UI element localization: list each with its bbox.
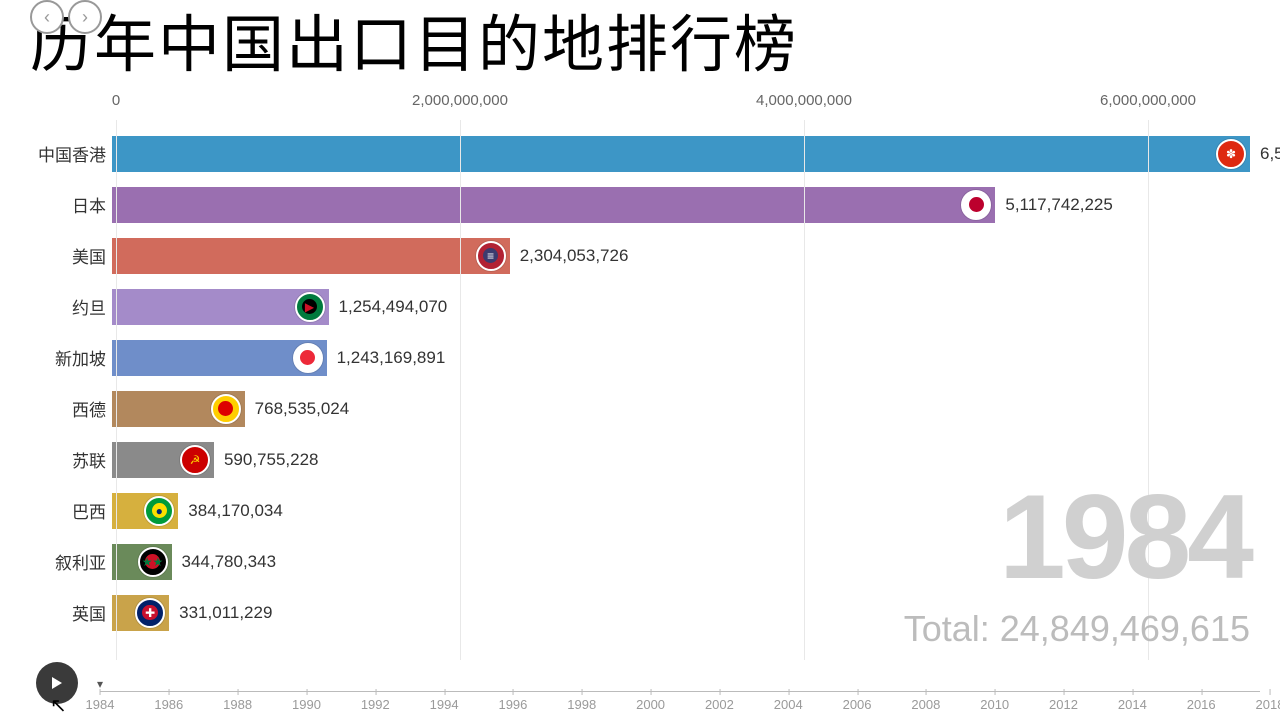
gridline xyxy=(460,120,461,660)
flag-icon: ✚ xyxy=(135,598,165,628)
bar: ≡2,304,053,726 xyxy=(112,238,510,274)
timeline-axis[interactable] xyxy=(100,691,1260,692)
bar-label: 英国 xyxy=(0,600,112,625)
nav-forward-button[interactable]: › xyxy=(68,0,102,34)
timeline-cursor[interactable]: ▾ xyxy=(97,677,103,691)
timeline-tick[interactable]: 1996 xyxy=(498,697,527,712)
bar-value: 384,170,034 xyxy=(188,501,283,521)
timeline-tick[interactable]: 2008 xyxy=(911,697,940,712)
timeline-tick[interactable]: 2018 xyxy=(1256,697,1280,712)
bar-row: 美国 ≡ 2,304,053,726 xyxy=(0,230,1250,281)
chart-title: 历年中国出口目的地排行榜 xyxy=(30,0,798,84)
flag-icon: ▶ xyxy=(295,292,325,322)
bar-row: 约旦 ▶ 1,254,494,070 xyxy=(0,281,1250,332)
year-watermark: 1984 xyxy=(999,468,1250,606)
bar-label: 叙利亚 xyxy=(0,549,112,574)
gridline xyxy=(804,120,805,660)
x-tick: 0 xyxy=(112,92,120,109)
bar-track: ✽6,592,892,398 xyxy=(112,136,1250,172)
timeline: ↖ 1984 1986 1988 1990 1992 1994 1996 1998 2000 20… xyxy=(0,664,1270,718)
bar-track: ≡ 2,304,053,726 xyxy=(112,238,1250,274)
bar-label: 美国 xyxy=(0,243,112,268)
bar-value: 1,243,169,891 xyxy=(337,348,446,368)
x-tick: 4,000,000,000 xyxy=(756,92,852,109)
bar: ▶1,254,494,070 xyxy=(112,289,329,325)
x-tick: 6,000,000,000 xyxy=(1100,92,1196,109)
bar: ★★344,780,343 xyxy=(112,544,172,580)
bar-track: 1,243,169,891 xyxy=(112,340,1250,376)
bar-value: 6,592,892,398 xyxy=(1260,144,1280,164)
bar: ●384,170,034 xyxy=(112,493,178,529)
bar-value: 331,011,229 xyxy=(179,603,272,623)
bar: ✚331,011,229 xyxy=(112,595,169,631)
timeline-tick[interactable]: 1988 xyxy=(223,697,252,712)
timeline-tick[interactable]: 1994 xyxy=(430,697,459,712)
bar: 1,243,169,891 xyxy=(112,340,327,376)
timeline-tick[interactable]: 2002 xyxy=(705,697,734,712)
bar-label: 中国香港 xyxy=(0,141,112,166)
bar-track: 768,535,024 xyxy=(112,391,1250,427)
timeline-tick[interactable]: 2016 xyxy=(1187,697,1216,712)
bar-value: 344,780,343 xyxy=(182,552,277,572)
bar-value: 590,755,228 xyxy=(224,450,319,470)
timeline-tick[interactable]: 2004 xyxy=(774,697,803,712)
timeline-tick[interactable]: 2014 xyxy=(1118,697,1147,712)
bar-row: 中国香港✽6,592,892,398 xyxy=(0,128,1250,179)
timeline-tick[interactable]: 1984 xyxy=(86,697,115,712)
flag-icon: ● xyxy=(144,496,174,526)
bar-row: 西德768,535,024 xyxy=(0,383,1250,434)
flag-icon xyxy=(211,394,241,424)
bar-label: 日本 xyxy=(0,192,112,217)
timeline-tick[interactable]: 1992 xyxy=(361,697,390,712)
timeline-tick[interactable]: 2000 xyxy=(636,697,665,712)
bar-value: 1,254,494,070 xyxy=(339,297,448,317)
bar-row: 日本5,117,742,225 xyxy=(0,179,1250,230)
flag-icon: ✽ xyxy=(1216,139,1246,169)
timeline-tick[interactable]: 2010 xyxy=(980,697,1009,712)
bar-label: 西德 xyxy=(0,396,112,421)
timeline-tick[interactable]: 1986 xyxy=(154,697,183,712)
bar-label: 新加坡 xyxy=(0,345,112,370)
bar-label: 苏联 xyxy=(0,447,112,472)
bar-track: 5,117,742,225 xyxy=(112,187,1250,223)
bar: 5,117,742,225 xyxy=(112,187,995,223)
flag-icon xyxy=(961,190,991,220)
flag-icon xyxy=(293,343,323,373)
bar-value: 768,535,024 xyxy=(255,399,350,419)
flag-icon: ★★ xyxy=(138,547,168,577)
timeline-tick[interactable]: 2006 xyxy=(843,697,872,712)
bar-value: 2,304,053,726 xyxy=(520,246,629,266)
timeline-tick[interactable]: 2012 xyxy=(1049,697,1078,712)
flag-icon: ≡ xyxy=(476,241,506,271)
x-tick: 2,000,000,000 xyxy=(412,92,508,109)
bar-track: ▶ 1,254,494,070 xyxy=(112,289,1250,325)
bar-row: 新加坡1,243,169,891 xyxy=(0,332,1250,383)
bar-value: 5,117,742,225 xyxy=(1005,195,1112,215)
gridline xyxy=(116,120,117,660)
bar-label: 约旦 xyxy=(0,294,112,319)
bar-label: 巴西 xyxy=(0,498,112,523)
timeline-tick[interactable]: 1998 xyxy=(567,697,596,712)
nav-back-button[interactable]: ‹ xyxy=(30,0,64,34)
bar: ☭590,755,228 xyxy=(112,442,214,478)
bar: ✽6,592,892,398 xyxy=(112,136,1250,172)
timeline-tick[interactable]: 1990 xyxy=(292,697,321,712)
x-axis: 02,000,000,0004,000,000,0006,000,000,000 xyxy=(116,92,1250,120)
cursor-icon: ↖ xyxy=(50,693,67,718)
total-label: Total: 24,849,469,615 xyxy=(904,608,1250,650)
flag-icon: ☭ xyxy=(180,445,210,475)
bar: 768,535,024 xyxy=(112,391,245,427)
